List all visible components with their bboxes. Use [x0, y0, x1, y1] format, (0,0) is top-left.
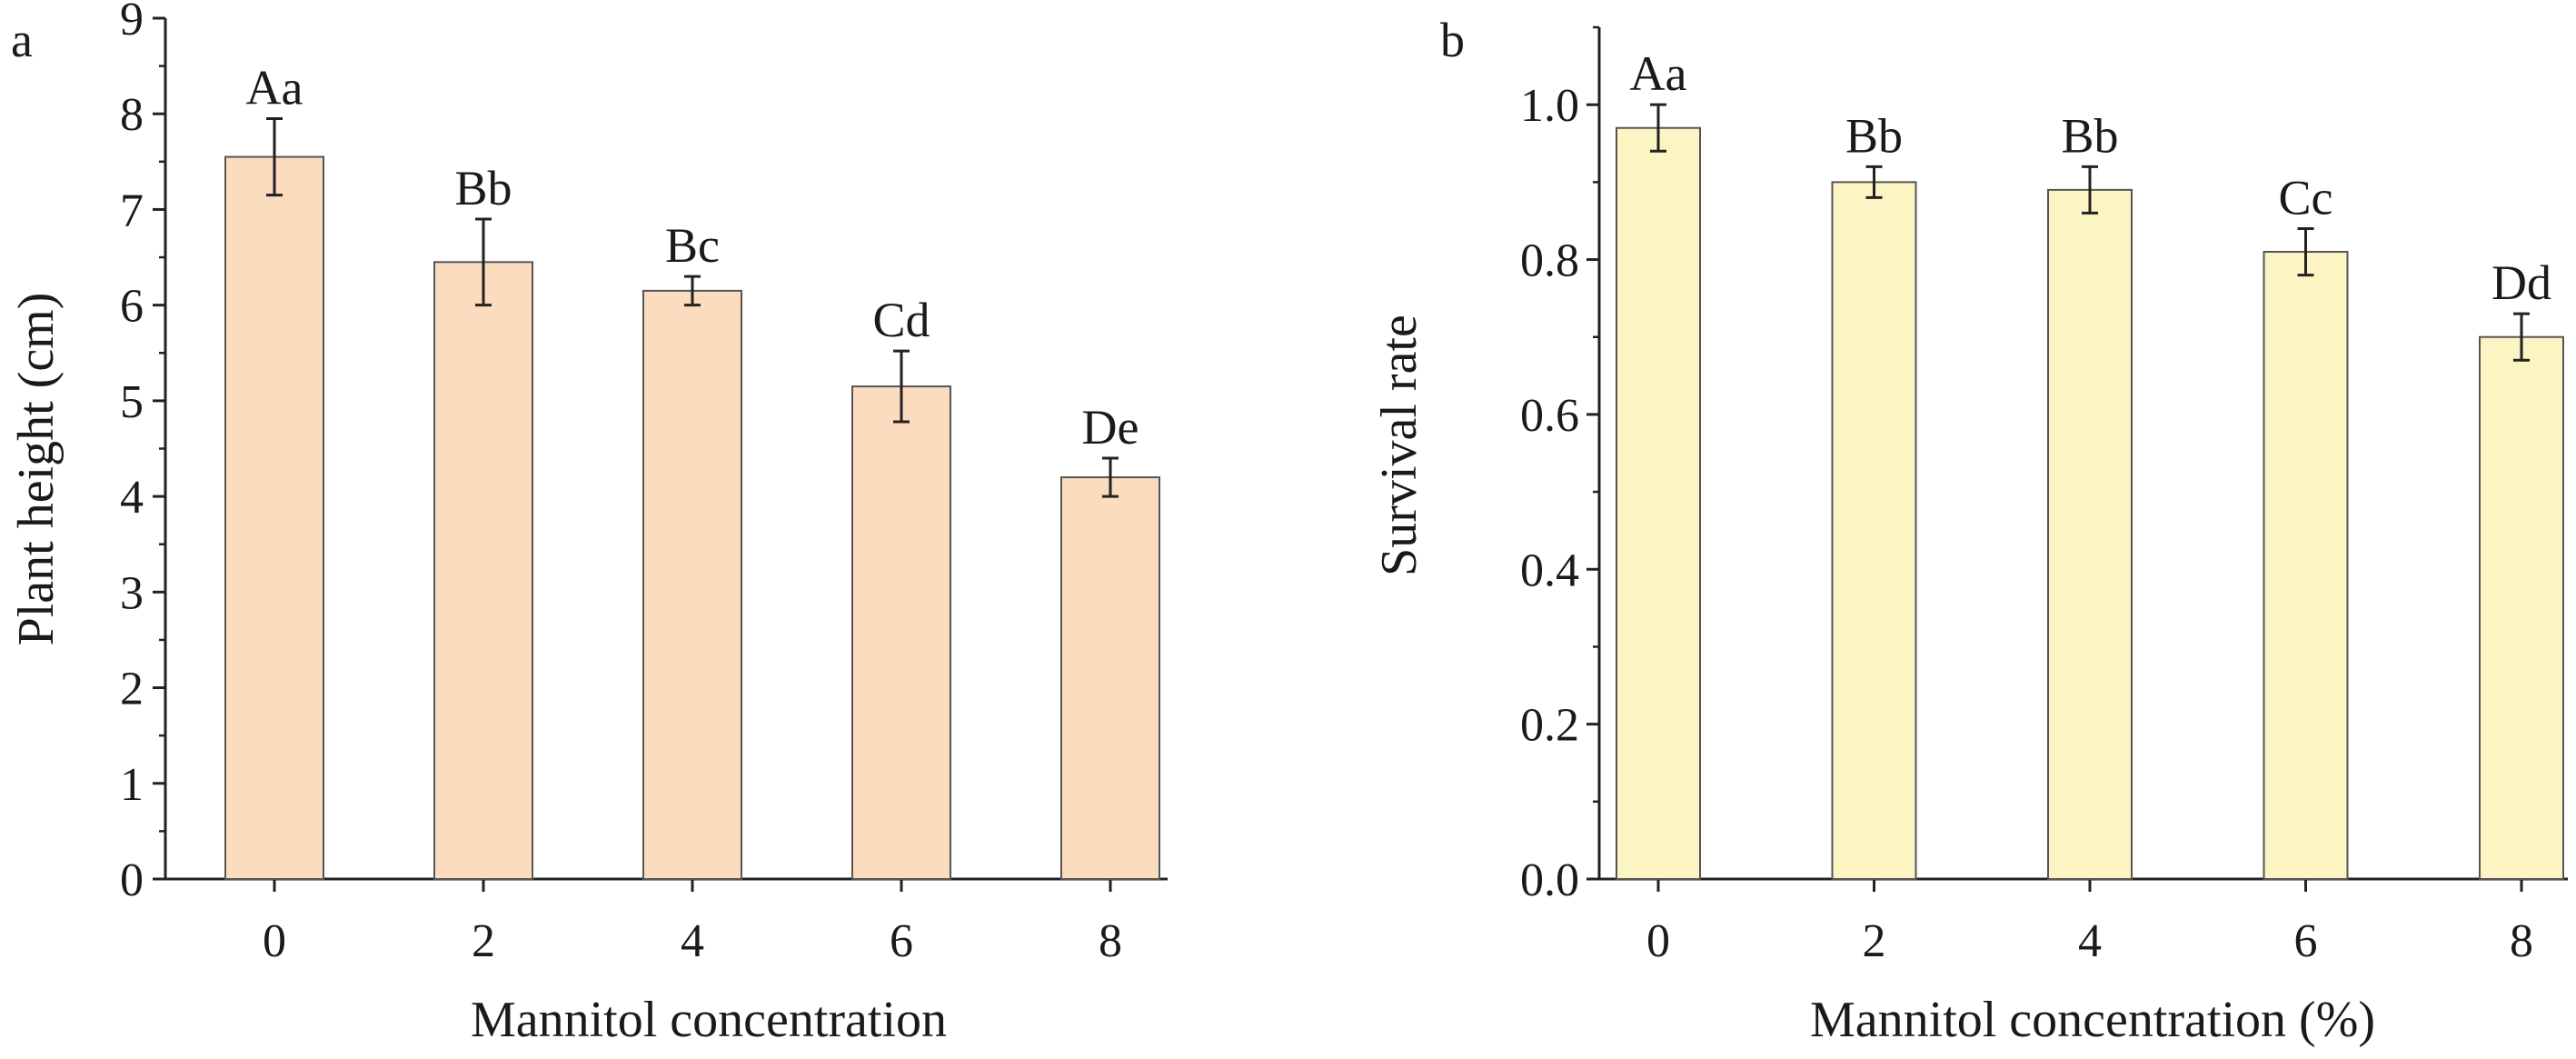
bar [433, 261, 533, 881]
y-tick-label: 0.4 [1520, 544, 1579, 596]
significance-label: Dd [2491, 255, 2551, 310]
y-tick-label: 4 [120, 472, 144, 524]
significance-label: De [1082, 400, 1139, 455]
panel-b-y-axis-label: Survival rate [1371, 315, 1427, 576]
panel-b-y-ticks: 0.0 0.2 0.4 0.6 0.8 1.0 [1520, 25, 1599, 906]
significance-label: Cc [2279, 170, 2333, 225]
significance-label: Aa [1630, 46, 1687, 101]
panel-a-bars: Aa Bb Bc Cd De [224, 60, 1160, 881]
x-tick-label: 6 [890, 915, 913, 967]
y-tick-label: 5 [120, 376, 144, 428]
panel-b-letter: b [1440, 13, 1465, 67]
y-tick-label: 0.8 [1520, 235, 1579, 287]
bar [851, 385, 951, 881]
y-tick-label: 0.6 [1520, 390, 1579, 442]
y-tick-label: 7 [120, 185, 144, 236]
panel-a-y-axis-label: Plant height (cm) [8, 293, 65, 646]
bar [2263, 251, 2349, 880]
bar [1060, 476, 1160, 880]
panel-a-x-ticks: 0 2 4 6 8 [263, 879, 1122, 967]
bar [2479, 335, 2564, 880]
x-tick-label: 6 [2294, 915, 2318, 967]
y-tick-label: 0.0 [1520, 854, 1579, 906]
y-tick-label: 2 [120, 664, 144, 715]
x-tick-label: 4 [2078, 915, 2102, 967]
y-tick-label: 3 [120, 567, 144, 619]
x-tick-label: 8 [2510, 915, 2533, 967]
bar [642, 289, 742, 880]
panel-a: a 0 1 2 3 4 5 6 7 8 9 0 2 4 6 8 Aa Bb Bc Cd De Mannitol c… [8, 0, 1168, 1048]
y-tick-label: 1 [120, 759, 144, 811]
panel-a-x-axis-label: Mannitol concentration [471, 992, 947, 1048]
significance-label: Aa [246, 60, 303, 115]
panel-b-bars: Aa Bb Bb Cc Dd [1616, 46, 2564, 880]
panel-b-x-ticks: 0 2 4 6 8 [1646, 879, 2533, 967]
bar [1831, 181, 1917, 880]
significance-label: Cd [872, 293, 930, 347]
significance-label: Bc [665, 218, 720, 273]
y-tick-label: 8 [120, 89, 144, 141]
x-tick-label: 0 [1646, 915, 1670, 967]
y-tick-label: 0.2 [1520, 700, 1579, 752]
bar [224, 155, 324, 881]
panel-b-x-axis-label: Mannitol concentration (%) [1810, 992, 2375, 1048]
bar [2047, 188, 2133, 880]
significance-label: Bb [454, 161, 512, 215]
panel-a-y-ticks: 0 1 2 3 4 5 6 7 8 9 [120, 0, 165, 906]
x-tick-label: 4 [681, 915, 704, 967]
significance-label: Bb [2061, 108, 2118, 163]
x-tick-label: 2 [472, 915, 495, 967]
panel-b: b 0.0 0.2 0.4 0.6 0.8 1.0 0 2 4 6 8 Aa Bb Bb Cc Dd Ma… [1371, 13, 2568, 1048]
bar [1616, 126, 1701, 880]
y-tick-label: 1.0 [1520, 80, 1579, 132]
panel-a-letter: a [11, 13, 33, 67]
x-tick-label: 2 [1863, 915, 1886, 967]
y-tick-label: 9 [120, 0, 144, 45]
x-tick-label: 0 [263, 915, 286, 967]
x-tick-label: 8 [1099, 915, 1122, 967]
y-tick-label: 0 [120, 854, 144, 906]
significance-label: Bb [1845, 108, 1903, 163]
y-tick-label: 6 [120, 281, 144, 333]
